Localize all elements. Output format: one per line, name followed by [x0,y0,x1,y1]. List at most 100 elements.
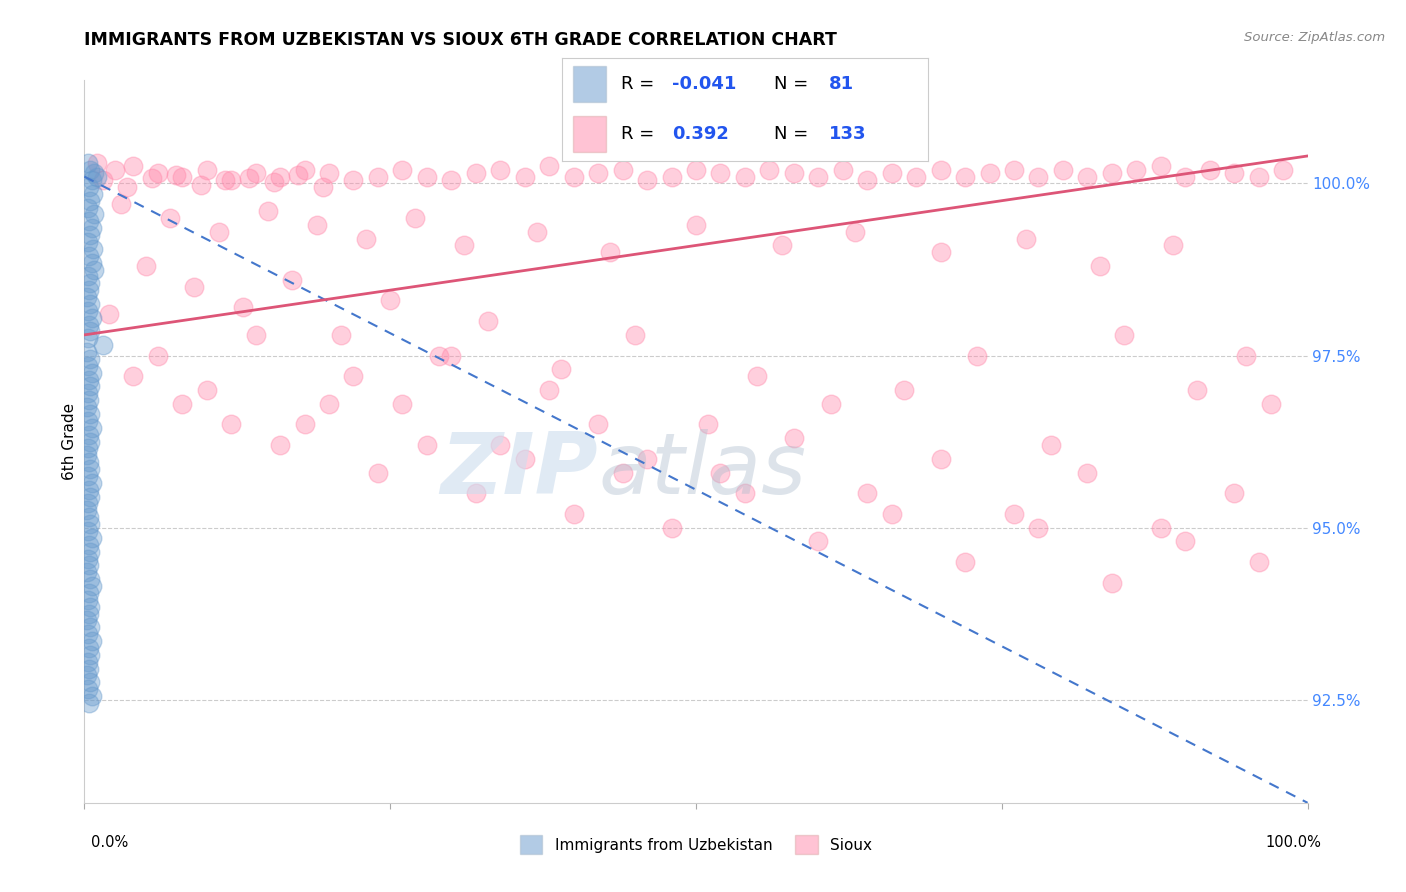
Point [758,162,780,177]
Point [880,507,903,521]
Point [807,534,830,549]
Point [1236,349,1258,363]
Point [77,455,100,469]
Point [562,507,585,521]
Point [208,225,231,239]
Point [1161,238,1184,252]
Point [77,283,100,297]
Point [83,207,105,221]
Point [77,627,100,641]
Point [79,434,101,449]
Point [77,214,100,228]
Point [489,162,512,177]
Point [416,169,439,184]
Point [77,442,100,456]
Point [538,383,561,397]
Point [562,169,585,184]
Point [214,173,236,187]
Text: -0.041: -0.041 [672,75,737,93]
Point [747,369,769,384]
Point [905,169,928,184]
Point [245,327,267,342]
Point [489,438,512,452]
Point [1114,327,1136,342]
Point [79,599,101,614]
Point [135,259,157,273]
Point [281,273,304,287]
Point [342,173,364,187]
Point [80,173,103,187]
Point [1101,575,1123,590]
Point [464,486,486,500]
Point [599,245,621,260]
Point [195,162,218,177]
Point [115,180,138,194]
Point [80,255,103,269]
Point [82,186,104,201]
Point [76,503,98,517]
Point [1150,520,1173,534]
Point [77,386,100,401]
Point [685,162,707,177]
Point [844,225,866,239]
Point [219,173,242,187]
Point [80,366,103,380]
Text: N =: N = [775,75,814,93]
Point [318,397,340,411]
Point [159,211,181,225]
Point [263,175,285,189]
Text: R =: R = [621,126,659,144]
Point [83,262,105,277]
Point [77,655,100,669]
Point [1198,162,1220,177]
Point [76,345,98,359]
Point [79,407,101,421]
Point [76,614,98,628]
Point [1247,555,1270,569]
Point [195,383,218,397]
Point [1174,534,1197,549]
Point [77,607,100,621]
Point [76,668,98,682]
Point [929,162,952,177]
Point [380,293,402,308]
Point [77,427,100,442]
Text: 100.0%: 100.0% [1265,836,1322,850]
Point [1174,169,1197,184]
Point [172,397,194,411]
Point [880,166,903,180]
Point [1223,166,1246,180]
Point [783,431,806,445]
Point [77,393,100,408]
Point [538,159,561,173]
Point [269,438,291,452]
Point [110,197,132,211]
Point [831,162,853,177]
Point [91,173,114,187]
Point [269,169,291,184]
Point [1150,159,1173,173]
Point [513,451,536,466]
Text: 0.0%: 0.0% [91,836,128,850]
Point [612,162,634,177]
Point [79,620,101,634]
Point [79,462,101,476]
Point [294,417,316,432]
Point [624,327,647,342]
Point [77,640,100,655]
Point [77,662,100,676]
Point [1002,507,1025,521]
Point [79,572,101,586]
Point [330,327,353,342]
Point [1187,383,1209,397]
Point [77,249,100,263]
Point [80,689,103,703]
Point [77,414,100,428]
Text: ZIP: ZIP [440,429,598,512]
Point [953,169,976,184]
Point [245,166,267,180]
Point [79,194,101,208]
Point [82,242,104,256]
Point [305,218,328,232]
Point [1028,169,1050,184]
